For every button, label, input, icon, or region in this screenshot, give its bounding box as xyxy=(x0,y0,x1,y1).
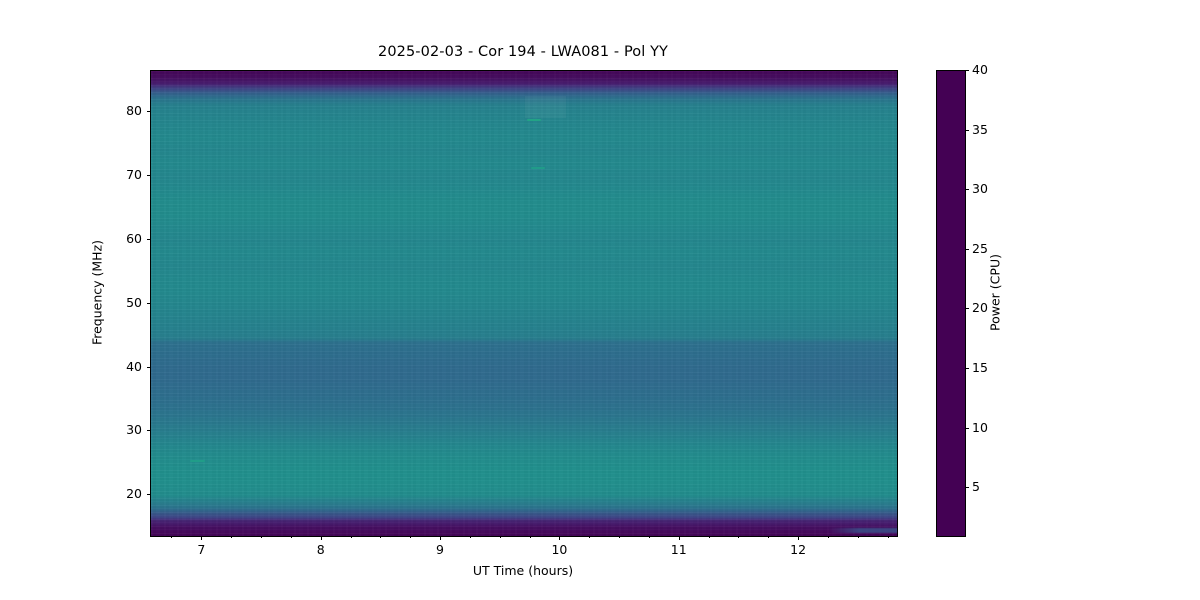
y-tick-mark xyxy=(146,111,150,113)
y-tick-label: 40 xyxy=(126,358,142,374)
rfi-streak-c xyxy=(190,460,205,463)
x-tick-label: 8 xyxy=(316,542,325,557)
y-tick-mark xyxy=(146,302,150,304)
colorbar-tick-mark xyxy=(965,487,969,489)
x-tick-label: 10 xyxy=(551,542,568,557)
y-tick-mark xyxy=(146,175,150,177)
x-tick-label: 11 xyxy=(670,542,687,557)
x-tick-minor xyxy=(768,536,770,538)
x-tick-minor xyxy=(410,536,412,538)
x-tick-minor xyxy=(469,536,471,538)
x-tick-minor xyxy=(261,536,262,538)
x-tick-mark xyxy=(678,536,680,540)
y-tick-label: 30 xyxy=(126,422,142,438)
y-tick-label: 80 xyxy=(126,103,142,119)
x-tick-minor xyxy=(648,536,650,538)
x-tick-minor xyxy=(529,536,531,538)
y-tick-label: 60 xyxy=(126,231,142,247)
y-tick-mark xyxy=(146,494,150,496)
x-tick-label: 9 xyxy=(436,542,444,557)
colorbar-tick-label: 15 xyxy=(972,360,988,376)
colorbar-tick-mark xyxy=(965,129,969,131)
y-tick-label: 20 xyxy=(126,486,142,502)
colorbar-tick-label: 20 xyxy=(972,300,988,316)
x-tick-minor xyxy=(171,536,173,538)
colorbar-label: Power (CPU) xyxy=(987,254,1003,331)
y-axis-label: Frequency (MHz) xyxy=(89,239,105,346)
x-tick-minor xyxy=(290,536,292,538)
x-tick-minor xyxy=(380,536,382,538)
y-tick-label: 50 xyxy=(126,294,142,310)
colorbar-tick-mark xyxy=(965,427,969,429)
colorbar-tick-label: 5 xyxy=(972,479,980,495)
y-tick-mark xyxy=(146,239,150,241)
colorbar-tick-label: 30 xyxy=(972,181,988,197)
x-tick-minor xyxy=(857,536,859,538)
colorbar-tick-label: 10 xyxy=(972,419,988,435)
colorbar-tick-label: 40 xyxy=(972,62,988,77)
colorbar-tick-mark xyxy=(965,248,969,250)
x-tick-label: 12 xyxy=(790,542,807,557)
x-tick-mark xyxy=(201,536,203,540)
x-tick-minor xyxy=(708,536,710,538)
colorbar-axes xyxy=(936,70,966,537)
bright-streak-low-band xyxy=(828,527,897,533)
rfi-block xyxy=(524,96,567,119)
spectrogram-image xyxy=(151,71,897,536)
colorbar-tick-mark xyxy=(965,70,969,71)
rfi-streak-a xyxy=(526,118,542,121)
x-tick-mark xyxy=(559,536,561,540)
x-tick-minor xyxy=(827,536,829,538)
x-tick-minor xyxy=(619,536,621,538)
colorbar-tick-mark xyxy=(965,308,969,310)
x-tick-minor xyxy=(738,536,740,538)
colorbar-gradient xyxy=(937,71,965,536)
x-tick-minor xyxy=(499,536,501,538)
x-tick-mark xyxy=(798,536,800,540)
x-tick-minor xyxy=(350,536,352,538)
x-tick-minor xyxy=(231,536,233,538)
x-tick-minor xyxy=(589,536,591,538)
rfi-streak-b xyxy=(530,166,545,169)
x-tick-mark xyxy=(440,536,442,540)
colorbar-tick-mark xyxy=(965,189,969,191)
x-tick-minor xyxy=(887,536,889,538)
y-tick-mark xyxy=(146,366,150,368)
colorbar-tick-label: 35 xyxy=(972,121,988,137)
colorbar-tick-mark xyxy=(965,368,969,370)
x-axis-label: UT Time (hours) xyxy=(472,563,574,578)
y-tick-label: 70 xyxy=(126,167,142,183)
x-tick-mark xyxy=(320,536,322,540)
y-tick-mark xyxy=(146,430,150,432)
colorbar-tick-label: 25 xyxy=(972,240,988,256)
x-tick-label: 7 xyxy=(197,542,206,557)
spectrogram-axes xyxy=(150,70,898,537)
page-title: 2025-02-03 - Cor 194 - LWA081 - Pol YY xyxy=(378,44,668,60)
